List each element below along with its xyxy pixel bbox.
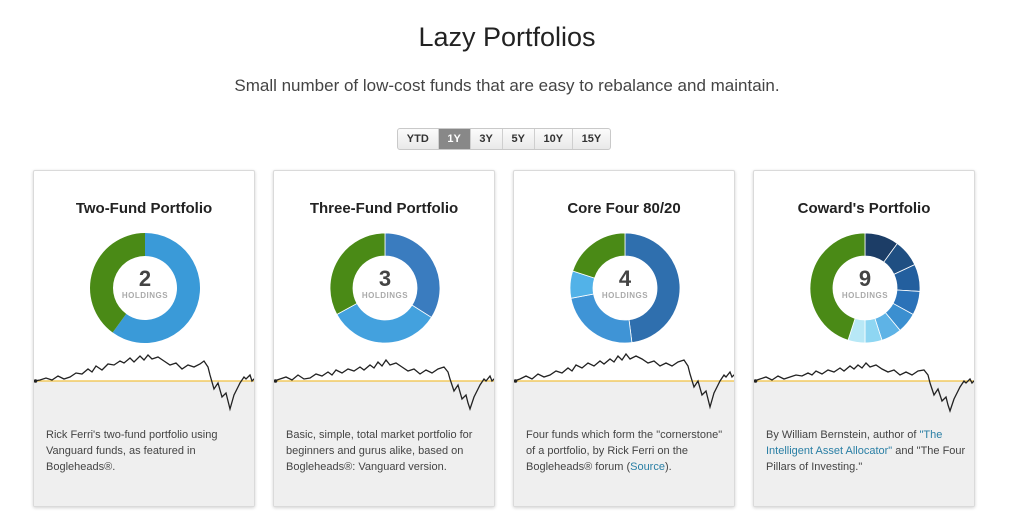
performance-sparkline [274, 358, 494, 412]
sparkline-line [34, 354, 254, 412]
sparkline-start-dot [34, 379, 38, 383]
performance-sparkline [34, 354, 254, 412]
book-link[interactable]: "The Intelligent Asset Allocator" [766, 429, 943, 457]
holdings-label: HOLDINGS [121, 291, 169, 300]
allocation-donut: 4 HOLDINGS [569, 232, 681, 344]
holdings-count: 3 [378, 266, 392, 291]
sparkline-background [754, 381, 974, 506]
sparkline-background [274, 381, 494, 506]
allocation-donut-chart [569, 232, 681, 344]
card-description: Four funds which form the "cornerstone" … [526, 427, 726, 475]
page-title: Lazy Portfolios [418, 22, 596, 52]
sparkline-start-dot [514, 379, 518, 383]
portfolio-card-core-four[interactable]: Core Four 80/20 4 HOLDINGS Four funds wh… [513, 170, 735, 507]
card-title: Two-Fund Portfolio [75, 200, 213, 217]
allocation-donut-chart [809, 232, 921, 344]
allocation-donut: 3 HOLDINGS [329, 232, 441, 344]
donut-slice [90, 233, 145, 333]
holdings-count: 2 [138, 266, 152, 291]
portfolio-card-three-fund[interactable]: Three-Fund Portfolio 3 HOLDINGS Basic, s… [273, 170, 495, 507]
performance-sparkline [514, 352, 734, 410]
page-subtitle: Small number of low-cost funds that are … [234, 76, 780, 95]
sparkline-background [34, 381, 254, 506]
sparkline-line [274, 358, 494, 412]
sparkline-background [514, 381, 734, 506]
performance-sparkline [754, 362, 974, 414]
donut-slice [329, 232, 386, 316]
sparkline-start-dot [754, 379, 758, 383]
card-title: Three-Fund Portfolio [309, 200, 459, 217]
card-description: Basic, simple, total market portfolio fo… [286, 429, 473, 473]
allocation-donut: 2 HOLDINGS [90, 233, 201, 343]
source-link[interactable]: Source [630, 461, 665, 473]
range-15y-button[interactable]: 15Y [581, 133, 602, 145]
range-3y-button[interactable]: 3Y [471, 129, 503, 149]
holdings-count: 9 [858, 266, 872, 291]
donut-slice [572, 232, 626, 279]
allocation-donut: 9 HOLDINGS [809, 232, 921, 344]
card-description: Rick Ferri's two-fund portfolio using Va… [46, 429, 218, 473]
card-description: By William Bernstein, author of "The Int… [766, 427, 966, 475]
donut-slice [624, 232, 681, 344]
portfolio-card-cowards[interactable]: Coward's Portfolio 9 HOLDINGS By William… [753, 170, 975, 507]
donut-slice [336, 302, 432, 344]
sparkline-line [754, 362, 974, 414]
card-description-text-end: and "The Four Pillars of Investing." [766, 445, 966, 473]
sparkline-line [514, 352, 734, 410]
range-5y-button[interactable]: 5Y [503, 129, 535, 149]
donut-slice [809, 232, 866, 341]
donut-slice [384, 232, 441, 319]
card-title: Core Four 80/20 [567, 200, 681, 217]
allocation-donut-chart [329, 232, 441, 344]
donut-slice [112, 233, 201, 343]
donut-slice [570, 293, 633, 344]
card-description-text: Four funds which form the "cornerstone" … [526, 429, 723, 473]
card-description-text-end: ). [664, 461, 672, 473]
range-ytd-button[interactable]: YTD [398, 129, 439, 149]
holdings-label: HOLDINGS [601, 291, 649, 300]
holdings-label: HOLDINGS [841, 291, 889, 300]
allocation-donut-chart [90, 233, 201, 343]
portfolio-card-two-fund[interactable]: Two-Fund Portfolio 2 HOLDINGS Rick Ferri… [33, 170, 255, 507]
card-description-text: By William Bernstein, author of [766, 429, 920, 441]
holdings-label: HOLDINGS [361, 291, 409, 300]
holdings-count: 4 [618, 266, 632, 291]
time-range-selector: YTD 1Y 3Y 5Y 10Y 15Y [397, 128, 611, 150]
sparkline-start-dot [274, 379, 278, 383]
card-title: Coward's Portfolio [797, 200, 931, 217]
range-1y-button[interactable]: 1Y [438, 129, 471, 149]
range-10y-button[interactable]: 10Y [535, 129, 573, 149]
